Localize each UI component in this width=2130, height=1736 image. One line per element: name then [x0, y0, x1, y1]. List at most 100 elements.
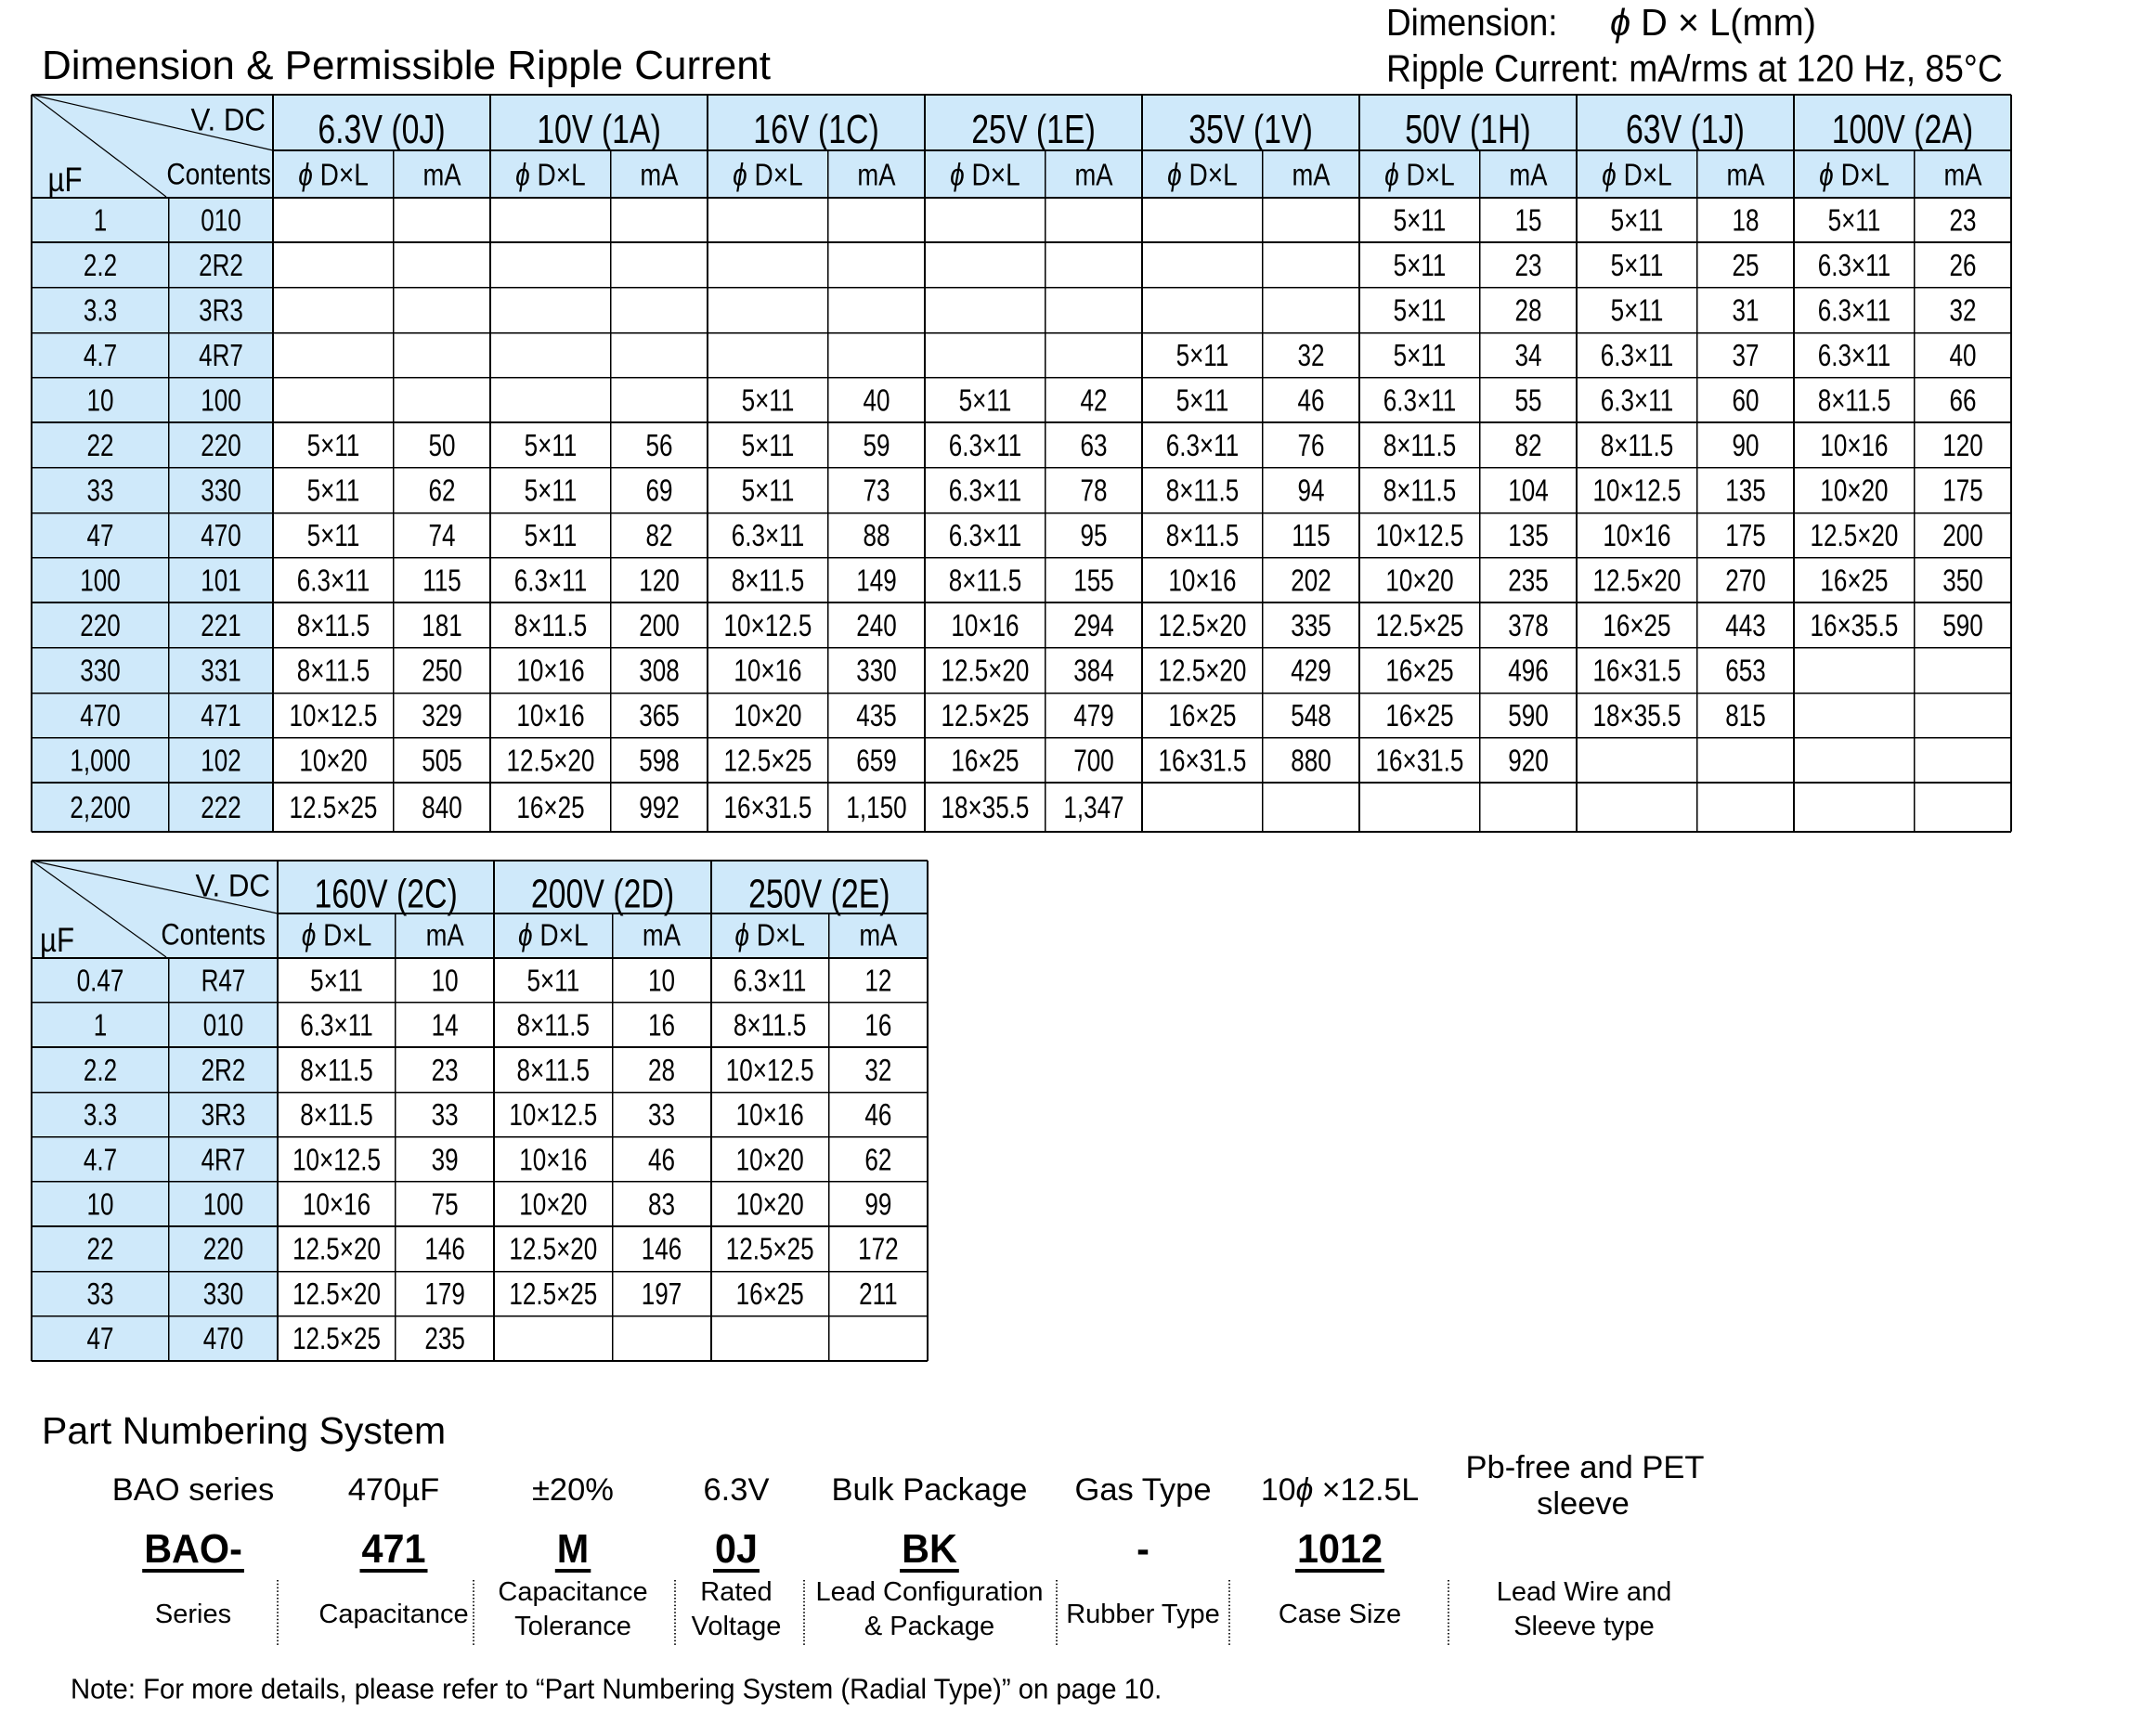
svg-text:16×31.5: 16×31.5	[1593, 654, 1682, 689]
svg-text:Sleeve type: Sleeve type	[1513, 1612, 1655, 1641]
svg-text:ϕ D×L: ϕ D×L	[1384, 158, 1455, 192]
svg-text:Contents: Contents	[161, 919, 266, 952]
svg-text:16×31.5: 16×31.5	[1376, 745, 1464, 779]
svg-text:12.5×25: 12.5×25	[726, 1233, 814, 1267]
svg-text:16×25: 16×25	[1385, 654, 1453, 689]
svg-text:6.3×11: 6.3×11	[1383, 384, 1456, 419]
svg-text:40: 40	[863, 384, 890, 419]
svg-text:32: 32	[1949, 294, 1976, 329]
svg-text:8×11.5: 8×11.5	[1383, 429, 1456, 463]
svg-text:470µF: 470µF	[348, 1472, 440, 1508]
svg-text:16×25: 16×25	[1820, 564, 1888, 599]
svg-text:10×16: 10×16	[1820, 429, 1888, 463]
svg-text:548: 548	[1291, 699, 1331, 733]
svg-text:18×35.5: 18×35.5	[1593, 699, 1682, 733]
svg-text:8×11.5: 8×11.5	[734, 1009, 806, 1043]
svg-text:10×16: 10×16	[516, 699, 584, 733]
svg-text:10×12.5: 10×12.5	[1593, 474, 1682, 509]
svg-text:Capacitance: Capacitance	[498, 1577, 647, 1607]
svg-text:Rubber Type: Rubber Type	[1066, 1600, 1220, 1629]
svg-text:12.5×20: 12.5×20	[1593, 564, 1682, 599]
svg-text:Ripple Current: mA/rms at 120: Ripple Current: mA/rms at 120 Hz, 85°C	[1386, 48, 2003, 90]
svg-text:10×12.5: 10×12.5	[509, 1098, 597, 1133]
svg-text:10×16: 10×16	[951, 609, 1019, 643]
svg-text:28: 28	[1514, 294, 1541, 329]
svg-text:5×11: 5×11	[525, 474, 578, 509]
svg-text:470: 470	[201, 519, 240, 553]
svg-text:5×11: 5×11	[1394, 339, 1447, 373]
svg-text:235: 235	[424, 1322, 464, 1356]
svg-text:10×20: 10×20	[736, 1188, 804, 1223]
svg-text:235: 235	[1508, 564, 1548, 599]
svg-text:6.3V (0J): 6.3V (0J)	[318, 107, 445, 152]
svg-text:10×16: 10×16	[519, 1143, 587, 1177]
svg-text:mA: mA	[857, 159, 896, 192]
svg-text:12.5×20: 12.5×20	[292, 1233, 381, 1267]
svg-text:47: 47	[87, 519, 114, 553]
svg-text:33: 33	[432, 1098, 459, 1133]
svg-text:ϕ D×L: ϕ D×L	[515, 158, 586, 192]
svg-text:220: 220	[203, 1233, 243, 1267]
svg-text:8×11.5: 8×11.5	[300, 1098, 372, 1133]
svg-text:5×11: 5×11	[525, 429, 578, 463]
svg-text:Lead Configuration: Lead Configuration	[815, 1577, 1043, 1607]
svg-text:250: 250	[422, 654, 461, 689]
svg-text:6.3×11: 6.3×11	[1601, 339, 1673, 373]
svg-text:120: 120	[1942, 429, 1982, 463]
svg-text:16×25: 16×25	[1168, 699, 1236, 733]
svg-text:mA: mA	[859, 919, 898, 952]
svg-text:471: 471	[201, 699, 240, 733]
svg-text:16×25: 16×25	[1385, 699, 1453, 733]
svg-text:10: 10	[432, 965, 459, 999]
svg-text:240: 240	[856, 609, 896, 643]
svg-text:50V (1H): 50V (1H)	[1405, 107, 1531, 152]
svg-text:59: 59	[863, 429, 890, 463]
svg-text:12.5×20: 12.5×20	[1811, 519, 1899, 553]
svg-text:32: 32	[864, 1054, 891, 1088]
svg-text:33: 33	[648, 1098, 675, 1133]
svg-text:mA: mA	[1292, 159, 1331, 192]
svg-text:335: 335	[1291, 609, 1331, 643]
svg-text:33: 33	[87, 474, 114, 509]
svg-text:73: 73	[863, 474, 890, 509]
svg-text:330: 330	[856, 654, 896, 689]
svg-text:BK: BK	[902, 1526, 957, 1572]
svg-text:12.5×25: 12.5×25	[290, 791, 378, 825]
svg-text:10×12.5: 10×12.5	[724, 609, 812, 643]
svg-text:ϕ D×L: ϕ D×L	[733, 158, 803, 192]
svg-text:82: 82	[1514, 429, 1541, 463]
svg-text:505: 505	[422, 745, 461, 779]
svg-text:100V (2A): 100V (2A)	[1832, 107, 1973, 152]
svg-text:ϕ D×L: ϕ D×L	[1819, 158, 1890, 192]
svg-text:Gas Type: Gas Type	[1074, 1472, 1211, 1508]
svg-text:ϕ D×L: ϕ D×L	[1167, 158, 1238, 192]
svg-text:12.5×20: 12.5×20	[507, 745, 595, 779]
svg-text:66: 66	[1949, 384, 1976, 419]
svg-text:6.3×11: 6.3×11	[297, 564, 370, 599]
svg-text:2,200: 2,200	[70, 791, 130, 825]
svg-text:8×11.5: 8×11.5	[1166, 519, 1239, 553]
svg-text:470: 470	[80, 699, 120, 733]
svg-text:4.7: 4.7	[84, 339, 117, 373]
svg-text:5×11: 5×11	[1394, 249, 1447, 283]
svg-text:34: 34	[1514, 339, 1541, 373]
svg-text:75: 75	[432, 1188, 459, 1223]
svg-text:46: 46	[648, 1143, 675, 1177]
svg-text:Part Numbering System: Part Numbering System	[42, 1409, 446, 1452]
svg-text:443: 443	[1725, 609, 1765, 643]
svg-text:63V (1J): 63V (1J)	[1626, 107, 1745, 152]
svg-text:3R3: 3R3	[199, 294, 243, 329]
svg-text:8×11.5: 8×11.5	[514, 609, 587, 643]
svg-text:3.3: 3.3	[84, 294, 117, 329]
svg-text:2.2: 2.2	[84, 249, 117, 283]
svg-text:18: 18	[1732, 204, 1759, 239]
svg-text:5×11: 5×11	[1176, 339, 1229, 373]
svg-text:10×20: 10×20	[1385, 564, 1453, 599]
svg-text:211: 211	[859, 1277, 898, 1312]
svg-text:0.47: 0.47	[77, 965, 124, 999]
svg-text:880: 880	[1291, 745, 1331, 779]
svg-text:mA: mA	[422, 159, 461, 192]
svg-text:R47: R47	[201, 965, 246, 999]
svg-text:63: 63	[1080, 429, 1107, 463]
svg-text:6.3×11: 6.3×11	[949, 474, 1021, 509]
